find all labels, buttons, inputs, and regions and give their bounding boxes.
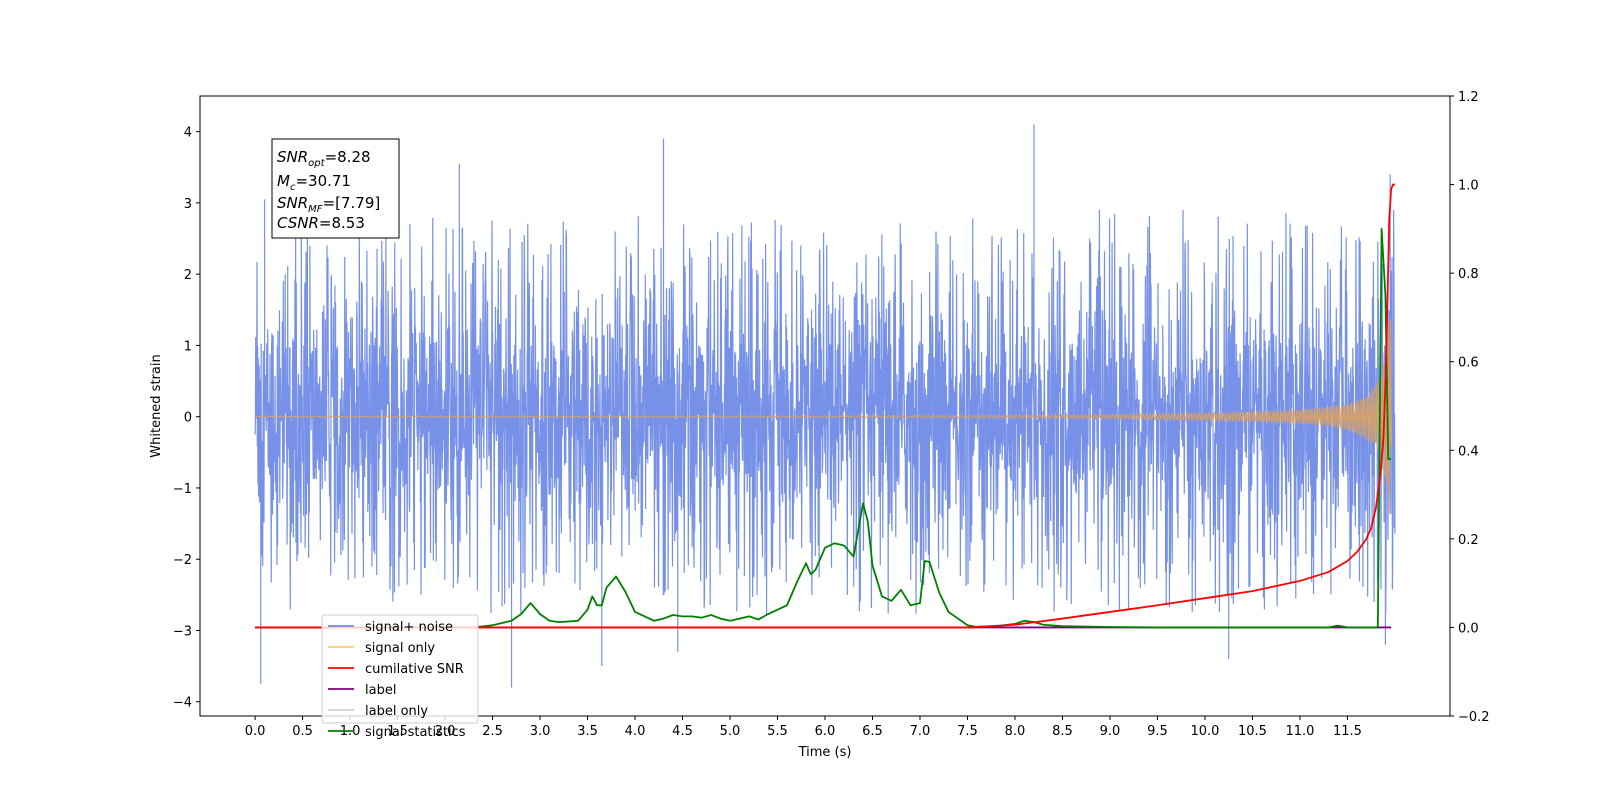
y-right-tick-label: 0.2	[1458, 533, 1479, 548]
y-left-tick-label: 4	[184, 126, 192, 141]
x-tick-label: 3.0	[530, 724, 551, 739]
stats-line-csnr: CSNR=8.53	[277, 214, 365, 232]
x-tick-label: 9.0	[1100, 724, 1121, 739]
y-axis-right: 1.2 1.0 0.8 0.6 0.4 0.2 0.0 −0.2	[1450, 90, 1490, 725]
y-left-tick-label: 2	[184, 268, 192, 283]
x-tick-label: 11.5	[1333, 724, 1362, 739]
y-left-tick-label: −3	[173, 624, 192, 639]
series-cumilative-snr	[255, 183, 1395, 629]
plot-area	[254, 124, 1396, 688]
x-tick-label: 9.5	[1147, 724, 1168, 739]
x-axis: 0.0 0.5 1.0 1.5 2.0 2.5 3.0 3.5 4.0 4.5 5.0 5.5 6.0 6…	[245, 716, 1362, 739]
legend: signal+ noise signal only cumilative SNR la…	[321, 614, 479, 740]
x-tick-label: 5.0	[720, 724, 741, 739]
x-tick-label: 2.5	[482, 724, 503, 739]
y-right-tick-label: 1.2	[1458, 90, 1479, 105]
x-tick-label: 4.5	[672, 724, 693, 739]
legend-label: signal only	[365, 641, 435, 656]
legend-box	[321, 614, 479, 724]
legend-label: signal statistics	[365, 725, 466, 740]
x-tick-label: 0.5	[292, 724, 313, 739]
x-tick-label: 10.5	[1238, 724, 1267, 739]
y-left-tick-label: −1	[173, 482, 192, 497]
series-signal-only	[254, 319, 1392, 514]
x-tick-label: 11.0	[1285, 724, 1314, 739]
y-right-tick-label: 0.4	[1458, 444, 1479, 459]
stats-line-mc: Mc=30.71	[277, 172, 351, 193]
legend-label: cumilative SNR	[365, 662, 464, 677]
x-tick-label: 4.0	[625, 724, 646, 739]
x-tick-label: 0.0	[245, 724, 266, 739]
stats-annotation: SNRopt=8.28 Mc=30.71 SNRMF=[7.79] CSNR=8…	[271, 138, 400, 239]
y-right-tick-label: 0.8	[1458, 267, 1479, 282]
stats-box	[271, 138, 400, 239]
y-left-tick-label: −4	[173, 696, 192, 711]
x-tick-label: 8.0	[1005, 724, 1026, 739]
x-tick-label: 1.5	[387, 724, 408, 739]
x-tick-label: 6.0	[815, 724, 836, 739]
y-left-tick-label: 0	[184, 411, 192, 426]
series-signal-plus-noise	[254, 124, 1396, 688]
x-tick-label: 6.5	[862, 724, 883, 739]
stats-line-snr-opt: SNRopt=8.28	[277, 148, 371, 169]
x-tick-label: 10.0	[1190, 724, 1219, 739]
y-axis-left-label: Whitened strain	[149, 354, 164, 457]
y-left-tick-label: 3	[184, 197, 192, 212]
x-tick-label: 3.5	[577, 724, 598, 739]
x-tick-label: 8.5	[1052, 724, 1073, 739]
y-right-tick-label: −0.2	[1458, 710, 1490, 725]
x-tick-label: 2.0	[435, 724, 456, 739]
stats-line-snr-mf: SNRMF=[7.79]	[277, 194, 380, 215]
y-right-tick-label: 0.0	[1458, 621, 1479, 636]
y-left-tick-label: 1	[184, 339, 192, 354]
legend-label: signal+ noise	[365, 620, 453, 635]
x-axis-label: Time (s)	[798, 745, 852, 760]
x-tick-label: 7.0	[910, 724, 931, 739]
y-right-tick-label: 0.6	[1458, 356, 1479, 371]
y-right-tick-label: 1.0	[1458, 179, 1479, 194]
y-axis-left: 4 3 2 1 0 −1 −2 −3 −4	[173, 126, 200, 711]
legend-label: label only	[365, 704, 428, 719]
x-tick-label: 5.5	[767, 724, 788, 739]
x-tick-label: 7.5	[957, 724, 978, 739]
legend-label: label	[365, 683, 396, 698]
y-left-tick-label: −2	[173, 553, 192, 568]
